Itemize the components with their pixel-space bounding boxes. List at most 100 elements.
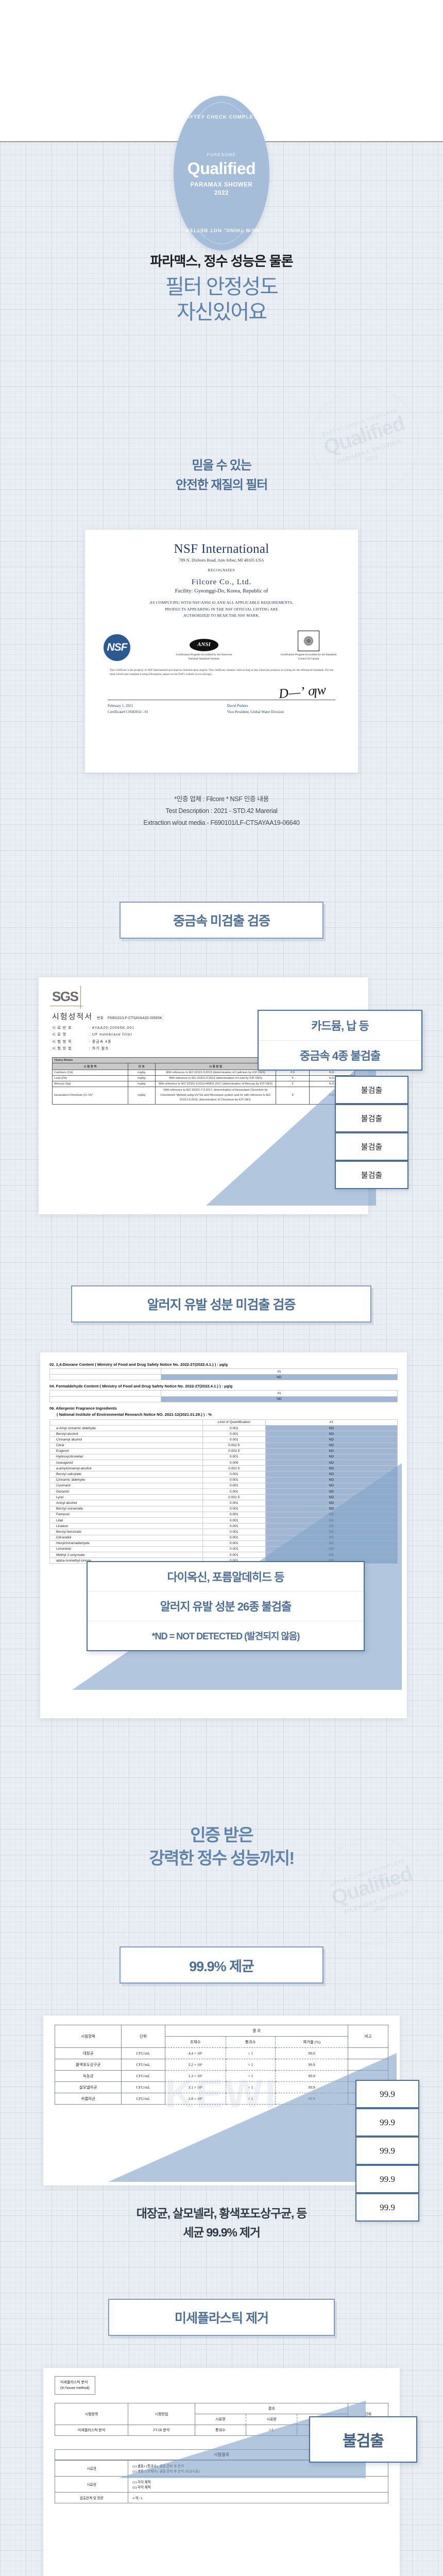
table-row: Methyl 2-octynoate 0.001 ND <box>49 1552 398 1558</box>
tag-allergen-label: 알러지 유발 성분 미검출 검증 <box>147 1298 296 1312</box>
badge-brand: PURESOME <box>207 152 236 157</box>
nsf-accreditation-marks: NSF ANSI Certification Program Accredite… <box>100 630 343 661</box>
ingredient-result-12: ND <box>265 1494 398 1501</box>
ingredient-name-14: Benzyl cinnamate <box>49 1505 203 1512</box>
sgs-row1-unit: mg/kg <box>127 1075 156 1082</box>
scc-accreditation: Certification Program Accredited by the … <box>278 630 339 661</box>
mp-row-amount: 1 L <box>245 2425 298 2436</box>
mp-footer-label-2: 검출한계 및 정량 <box>54 2492 129 2504</box>
formaldehyde-table: #1 ND <box>49 1390 398 1402</box>
mp-sub-amount: 시료량 <box>245 2414 298 2426</box>
ingredient-limit-1: 0.001 <box>202 1431 266 1437</box>
table-row: Hexylcinnamaldehyde 0.001 ND <box>49 1540 398 1547</box>
ingredient-limit-15: 0.001 <box>202 1511 266 1518</box>
ingredient-name-6: Isoeugenol <box>49 1460 203 1466</box>
ingredient-limit-16: 0.001 <box>202 1517 266 1524</box>
nsf-title: NSF International <box>174 542 269 556</box>
ingredient-result-16: ND <box>265 1517 398 1524</box>
sgs-col-item: 시 험 항 목 <box>52 1063 128 1071</box>
nsf-logo-icon: NSF <box>104 634 130 661</box>
watermark-product-2: PARAMAX SHOWER <box>344 1887 411 1916</box>
ingredient-limit-14: 0.001 <box>202 1505 266 1512</box>
ingredient-limit-3: 0.002 5 <box>202 1442 266 1449</box>
nsf-issue-date: February 1, 2021 <box>108 704 133 708</box>
sterilize-unit-1: CFU/mL <box>121 2059 165 2071</box>
ingredient-result-21: ND <box>265 1546 398 1553</box>
sgs-meta-value-3: : 하기 참조 <box>89 1046 109 1050</box>
table-row: ND <box>49 1396 398 1402</box>
st-col-effluent: 통과수 <box>225 2036 276 2048</box>
ingredient-result-1: ND <box>265 1431 398 1437</box>
allergen-callout-line2: 알러지 유발 성분 26종 불검출 <box>88 1591 364 1620</box>
ingredient-name-16: Lilial <box>49 1517 203 1524</box>
sgs-row1-limit: 5 <box>276 1075 310 1082</box>
material-heading-line2: 안전한 재질의 필터 <box>176 478 268 493</box>
mp-row-item: 미세플라스틱 분석 <box>54 2425 129 2436</box>
sgs-row0-method: With reference to IEC 62321-5:2013 (dete… <box>155 1070 277 1076</box>
sgs-row2-unit: mg/kg <box>127 1081 156 1088</box>
sterilize-note-1 <box>348 2059 388 2071</box>
ingredient-name-4: Eugenol <box>49 1448 203 1454</box>
table-row: Benzyl alcohol 0.001 ND <box>49 1431 398 1437</box>
sterilize-result-box-3: 99.9 <box>355 2137 419 2165</box>
sterilize-influent-4: 2.8 × 10³ <box>164 2093 226 2105</box>
sgs-report-title: 시험성적서 <box>52 1012 93 1021</box>
ansi-logo-icon: ANSI <box>190 638 218 651</box>
table-row: ND <box>49 1374 398 1381</box>
ingredient-result-15: ND <box>265 1511 398 1518</box>
mp-footer-value-1: (1) 각각 체적 (2) 각각 체적 <box>128 2476 388 2493</box>
sgs-meta-label-2: 시 험 항 목 <box>52 1040 72 1044</box>
ingredient-result-5: ND <box>265 1453 398 1461</box>
table-row: 시료량 (1) 각각 체적 (2) 각각 체적 <box>54 2476 388 2493</box>
ingredient-name-2: Cinnamyl alcohol <box>49 1436 203 1443</box>
allergen-callout-line3: *ND = NOT DETECTED (발견되지 않음) <box>88 1620 364 1650</box>
fragrance-col-limit: Limit of Quantification <box>202 1419 266 1426</box>
sterilize-influent-1: 5.2 × 10³ <box>164 2059 226 2071</box>
ingredient-limit-21: 0.001 <box>202 1546 266 1553</box>
mp-row-sample: 통과수 <box>194 2425 246 2436</box>
table-row: 검출한계 및 정량 0 개 / L <box>54 2492 388 2504</box>
table-row: Citronellol 0.001 ND <box>49 1534 398 1541</box>
table-row: 살모넬라균 CFU/mL 3.1 × 10³ < 1 99.9 <box>54 2081 388 2093</box>
watermark-year-2: 2022 <box>372 1904 386 1914</box>
ingredient-name-1: Benzyl alcohol <box>49 1431 203 1437</box>
sterilize-item-3: 살모넬라균 <box>54 2081 122 2093</box>
sterilize-influent-3: 3.1 × 10³ <box>164 2081 226 2093</box>
ingredient-name-9: Cinnamic aldehyde <box>49 1477 203 1483</box>
tag-microplastic: 미세플라스틱 제거 <box>108 2299 335 2336</box>
nsf-certificate-document: NSF International 789 N. Dixboro Road, A… <box>85 530 358 773</box>
ingredient-limit-8: 0.001 <box>202 1471 266 1478</box>
sterilize-unit-0: CFU/mL <box>121 2047 165 2059</box>
st-col-removal: 제거율 (%) <box>275 2036 349 2048</box>
ingredient-result-13: ND <box>265 1500 398 1506</box>
table-row: Citral 0.002 5 ND <box>49 1442 398 1449</box>
table-row: Mercury (Hg) mg/kg With reference to IEC… <box>52 1081 355 1088</box>
table-row: Lyral 0.002 5 ND <box>49 1494 398 1501</box>
mp-col-method: 시험방법 <box>128 2403 195 2426</box>
table-row: Benzyl benzoate 0.001 ND <box>49 1529 398 1535</box>
hero-headline-line1: 파라맥스, 정수 성능은 물론 <box>150 253 293 269</box>
ingredient-limit-9: 0.001 <box>202 1477 266 1483</box>
dioxane-heading: 02. 1,4-Dioxane Content ( Ministry of Fo… <box>49 1362 228 1367</box>
ingredient-limit-19: 0.001 <box>202 1534 266 1541</box>
table-row: #1 <box>49 1368 398 1375</box>
fragrance-ingredients-table: Limit of Quantification #1 a-Amyl cinnam… <box>49 1419 398 1564</box>
sgs-row2-limit: 5 <box>276 1081 310 1088</box>
table-row: Limonene 0.001 ND <box>49 1546 398 1553</box>
table-row: Hexavalent Chromium (Cr VI)* mg/kg With … <box>52 1087 355 1105</box>
microplastic-result-callout: 불검출 <box>309 2416 417 2463</box>
ingredient-result-0: ND <box>265 1425 398 1432</box>
nsf-compliance-text: AS COMPLYING WITH NSF/ANSI 42 AND ALL AP… <box>100 600 343 619</box>
sterilize-effluent-3: < 1 <box>225 2081 276 2093</box>
ingredient-limit-2: 0.001 <box>202 1436 266 1443</box>
sgs-row0-unit: mg/kg <box>127 1070 156 1076</box>
tag-allergen: 알러지 유발 성분 미검출 검증 <box>71 1285 371 1323</box>
table-row: 대장균 CFU/mL 4.4 × 10³ < 1 99.9 <box>54 2047 388 2059</box>
sgs-metadata: 시 료 번 호: AYAA20-20565K.001 시 료 명: UF mem… <box>52 1025 355 1052</box>
ingredient-result-2: ND <box>265 1436 398 1443</box>
mp-row-method: FT-IR 분석 <box>128 2425 195 2436</box>
nsf-signer-name: David Purkiss <box>227 704 248 708</box>
performance-heading: 인증 받은 강력한 정수 성능까지! <box>0 1824 443 1870</box>
allergen-report-document: 02. 1,4-Dioxane Content ( Ministry of Fo… <box>40 1352 407 1718</box>
formaldehyde-sample-col: #1 <box>161 1390 398 1397</box>
